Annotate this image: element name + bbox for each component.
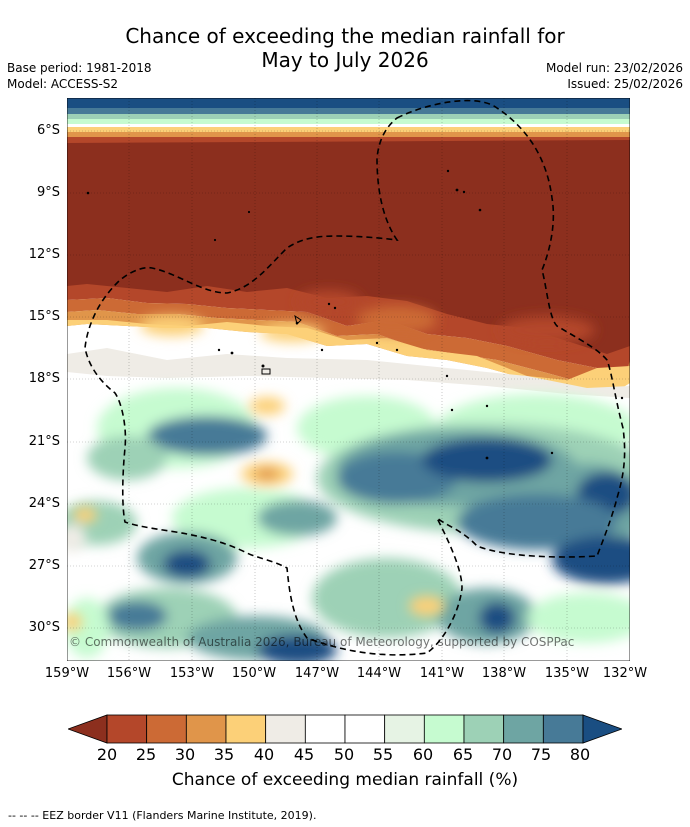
northern-bands bbox=[67, 98, 630, 145]
lat-label: 24°S bbox=[28, 496, 60, 511]
colorbar-title: Chance of exceeding median rainfall (%) bbox=[171, 770, 519, 790]
base-period: Base period: 1981-2018 bbox=[7, 61, 152, 75]
colorbar-tick: 30 bbox=[174, 745, 196, 764]
colorbar-tick: 50 bbox=[333, 745, 355, 764]
colorbar-tick: 60 bbox=[412, 745, 434, 764]
lat-label: 6°S bbox=[36, 123, 60, 138]
colorbar-cell bbox=[423, 714, 465, 744]
colorbar-tick: 70 bbox=[491, 745, 513, 764]
colorbar-cell bbox=[542, 714, 584, 744]
lat-label: 12°S bbox=[28, 247, 60, 262]
colorbar-tick: 40 bbox=[253, 745, 275, 764]
colorbar-tick: 80 bbox=[569, 745, 591, 764]
colorbar-tick: 75 bbox=[530, 745, 552, 764]
colorbar bbox=[68, 714, 622, 744]
lat-label: 15°S bbox=[28, 309, 60, 324]
lon-label: 138°W bbox=[481, 666, 527, 681]
colorbar-cell bbox=[225, 714, 267, 744]
lat-label: 30°S bbox=[28, 620, 60, 635]
colorbar-left-arrow bbox=[68, 714, 108, 744]
lon-label: 153°W bbox=[169, 666, 215, 681]
colorbar-cell bbox=[463, 714, 505, 744]
colorbar-cell bbox=[503, 714, 544, 744]
colorbar-cell bbox=[304, 714, 346, 744]
meta-left: Base period: 1981-2018 Model: ACCESS-S2 bbox=[7, 60, 152, 92]
lon-label: 156°W bbox=[106, 666, 152, 681]
meta-right: Model run: 23/02/2026 Issued: 25/02/2026 bbox=[546, 60, 683, 92]
colorbar-cell bbox=[185, 714, 227, 744]
colorbar-cell bbox=[265, 714, 306, 744]
colorbar-cell bbox=[384, 714, 425, 744]
eez-border bbox=[84, 99, 626, 656]
eez-legend-note: -- -- -- EEZ border V11 (Flanders Marine… bbox=[8, 809, 317, 822]
map-title: Chance of exceeding the median rainfall … bbox=[0, 24, 690, 72]
colorbar-cell bbox=[344, 714, 386, 744]
colorbar-cells bbox=[106, 714, 584, 744]
model-run: Model run: 23/02/2026 bbox=[545, 61, 683, 75]
lon-label: 135°W bbox=[544, 666, 590, 681]
lon-label: 150°W bbox=[231, 666, 277, 681]
colorbar-tick: 55 bbox=[372, 745, 394, 764]
dry-band-edge-1 bbox=[67, 284, 630, 370]
title-line-2: May to July 2026 bbox=[261, 48, 429, 72]
lon-label: 141°W bbox=[419, 666, 465, 681]
colorbar-tick: 25 bbox=[135, 745, 157, 764]
lat-label: 21°S bbox=[28, 434, 60, 449]
colorbar-right-arrow bbox=[582, 714, 622, 744]
colorbar-cell bbox=[106, 714, 148, 744]
dry-spots-south bbox=[67, 397, 445, 631]
lon-label: 147°W bbox=[294, 666, 340, 681]
colorbar-tick: 20 bbox=[96, 745, 118, 764]
dry-patches bbox=[140, 290, 595, 344]
colorbar-cell bbox=[146, 714, 187, 744]
lon-label: 159°W bbox=[44, 666, 90, 681]
island-outlines bbox=[261, 314, 302, 375]
near-normal-strip bbox=[67, 348, 630, 398]
colorbar-tick: 65 bbox=[452, 745, 474, 764]
lon-label: 132°W bbox=[602, 666, 648, 681]
dry-band-edge-4 bbox=[67, 320, 630, 390]
lat-label: 27°S bbox=[28, 558, 60, 573]
rainfall-map: © Commonwealth of Australia 2026, Bureau… bbox=[67, 98, 630, 661]
map-copyright: © Commonwealth of Australia 2026, Bureau… bbox=[69, 635, 574, 649]
lat-label: 9°S bbox=[36, 185, 60, 200]
model-name: Model: ACCESS-S2 bbox=[7, 77, 119, 91]
title-line-1: Chance of exceeding the median rainfall … bbox=[125, 24, 565, 48]
wet-patches bbox=[67, 388, 630, 661]
issued-date: Issued: 25/02/2026 bbox=[567, 77, 683, 91]
dry-band-main bbox=[67, 140, 630, 356]
lon-label: 144°W bbox=[356, 666, 402, 681]
dry-band-edge-2 bbox=[67, 298, 630, 384]
colorbar-tick: 45 bbox=[293, 745, 315, 764]
lat-label: 18°S bbox=[28, 371, 60, 386]
colorbar-tick: 35 bbox=[213, 745, 235, 764]
